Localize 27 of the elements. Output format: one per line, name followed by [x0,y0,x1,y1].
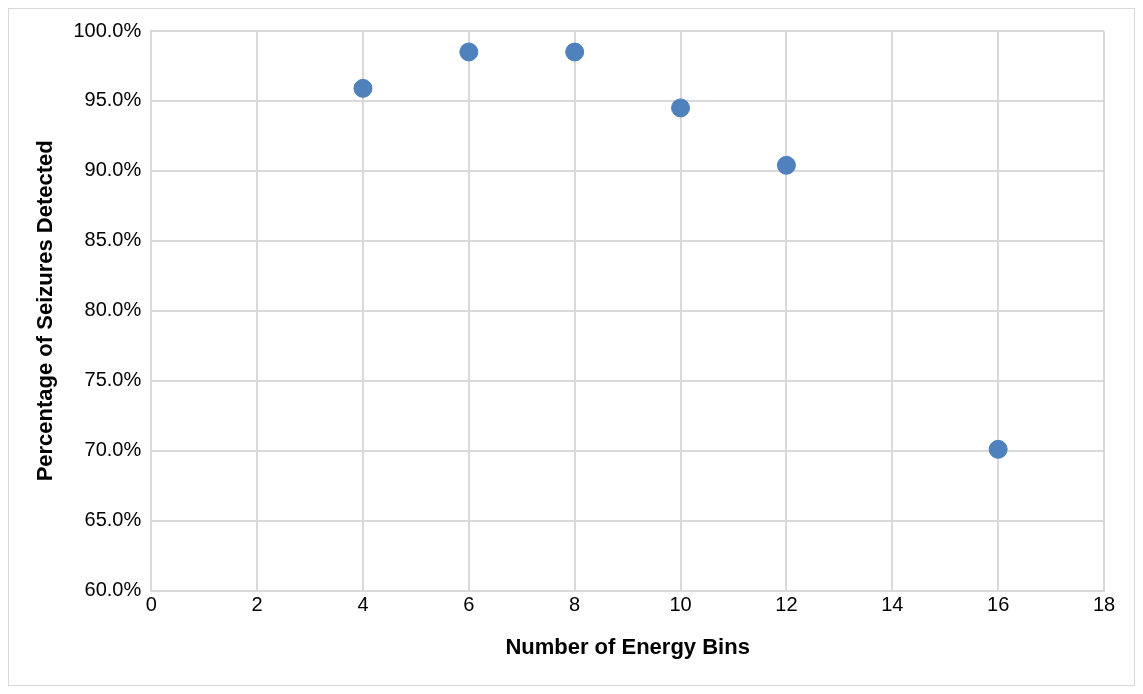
x-tick-label: 4 [357,593,369,616]
y-tick-label: 95.0% [84,88,142,111]
y-tick-label: 80.0% [84,298,142,321]
point [459,42,479,62]
x-tick-label: 2 [251,593,263,616]
y-tick-label: 85.0% [84,228,142,251]
y-tick-label: 70.0% [84,438,142,461]
y-axis-title: Percentage of Seizures Detected [32,140,58,482]
x-tick-label: 12 [775,593,798,616]
x-tick-label: 16 [987,593,1010,616]
point [353,78,373,98]
y-tick-label: 75.0% [84,368,142,391]
x-tick-label: 8 [569,593,581,616]
x-tick-label: 0 [145,593,157,616]
point [671,98,691,118]
y-tick-label: 65.0% [84,508,142,531]
y-tick-label: 100.0% [73,18,142,41]
x-tick-label: 6 [463,593,475,616]
y-tick-label: 90.0% [84,158,142,181]
x-axis-title: Number of Energy Bins [505,633,750,659]
x-tick-label: 14 [881,593,904,616]
point [988,439,1008,459]
x-tick-label: 18 [1092,593,1116,616]
y-tick-label: 60.0% [84,578,142,601]
x-tick-label: 10 [669,593,692,616]
point [565,42,585,62]
point [776,155,796,175]
